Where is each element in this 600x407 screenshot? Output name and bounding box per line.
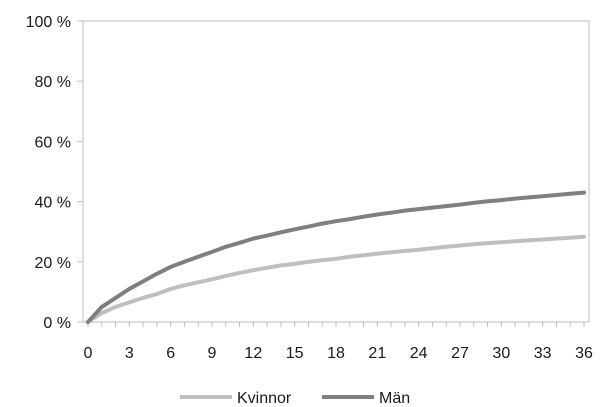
x-tick-label: 33 bbox=[534, 345, 552, 362]
x-tick-label: 15 bbox=[286, 345, 304, 362]
y-tick-label: 20 % bbox=[35, 255, 71, 272]
y-tick-label: 60 % bbox=[35, 134, 71, 151]
x-tick-label: 6 bbox=[166, 345, 175, 362]
legend-label-man: Män bbox=[379, 390, 410, 407]
legend: Kvinnor Män bbox=[180, 390, 410, 407]
series-line-man bbox=[86, 190, 586, 324]
x-tick-label: 24 bbox=[410, 345, 428, 362]
y-tick-label: 100 % bbox=[26, 14, 71, 31]
x-tick-label: 18 bbox=[327, 345, 345, 362]
y-tick-label: 0 % bbox=[43, 315, 71, 332]
y-axis: 0 % 20 % 40 % 60 % 80 % 100 % bbox=[26, 14, 83, 332]
x-tick-label: 9 bbox=[208, 345, 217, 362]
y-tick-label: 80 % bbox=[35, 74, 71, 91]
x-tick-label: 0 bbox=[84, 345, 93, 362]
series-lines bbox=[86, 190, 586, 324]
legend-label-kvinnor: Kvinnor bbox=[237, 390, 292, 407]
plot-area bbox=[82, 20, 590, 323]
y-tick-label: 40 % bbox=[35, 195, 71, 212]
series-line-kvinnor bbox=[86, 234, 586, 324]
x-tick-label: 30 bbox=[492, 345, 510, 362]
x-tick-label: 21 bbox=[368, 345, 386, 362]
x-tick-label: 27 bbox=[451, 345, 469, 362]
x-tick-label: 3 bbox=[125, 345, 134, 362]
plot-background bbox=[82, 20, 590, 323]
x-tick-label: 36 bbox=[575, 345, 593, 362]
x-tick-label: 12 bbox=[244, 345, 262, 362]
x-axis: 0 3 6 9 12 15 18 21 24 27 30 33 36 bbox=[84, 322, 593, 362]
